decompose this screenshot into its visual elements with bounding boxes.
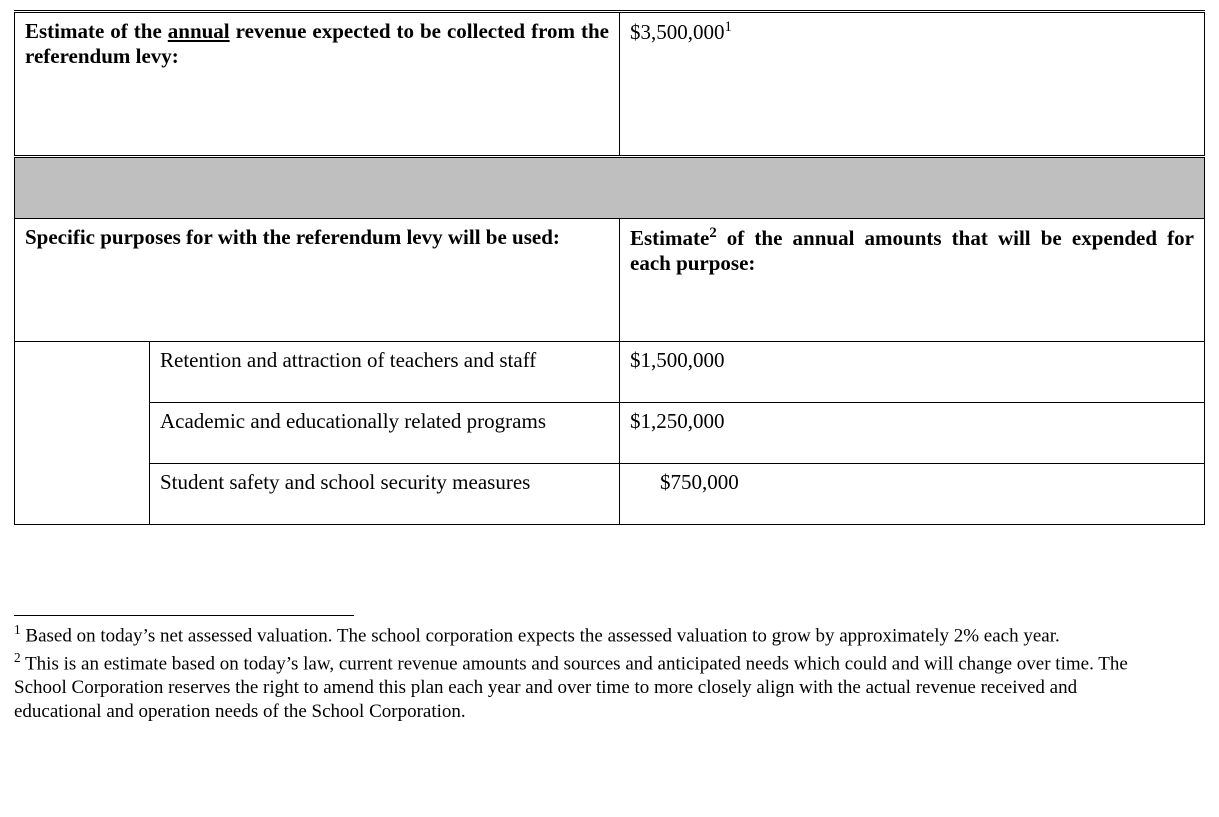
- amount-cell: $750,000: [620, 464, 1205, 525]
- purpose-cell: Student safety and school security measu…: [150, 464, 620, 525]
- purpose-cell: Academic and educationally related progr…: [150, 403, 620, 464]
- footnote-rule: [14, 615, 354, 616]
- annual-revenue-label-underlined: annual: [168, 19, 230, 43]
- footnote-2-mark: 2: [14, 650, 21, 665]
- spacer-cell: [15, 157, 1205, 219]
- footnotes-block: 1 Based on today’s net assessed valuatio…: [14, 615, 1144, 724]
- table-row: Specific purposes for with the referendu…: [15, 219, 1205, 342]
- footnote-mark-2: 2: [709, 225, 716, 241]
- annual-revenue-value: $3,500,000: [630, 20, 725, 44]
- levy-table: Estimate of the annual revenue expected …: [14, 10, 1205, 525]
- table-row: Retention and attraction of teachers and…: [15, 342, 1205, 403]
- footnote-1-mark: 1: [14, 622, 21, 637]
- amount-cell: $1,250,000: [620, 403, 1205, 464]
- purpose-text: Student safety and school security measu…: [160, 470, 530, 494]
- table-row: Student safety and school security measu…: [15, 464, 1205, 525]
- purpose-text: Retention and attraction of teachers and…: [160, 348, 536, 372]
- footnote-2-text: This is an estimate based on today’s law…: [14, 653, 1128, 722]
- amount-text: $750,000: [630, 470, 739, 495]
- footnote-1: 1 Based on today’s net assessed valuatio…: [14, 622, 1144, 648]
- footnote-mark-1: 1: [725, 19, 732, 35]
- amount-text: $1,500,000: [630, 348, 725, 372]
- amounts-header-cell: Estimate2 of the annual amounts that wil…: [620, 219, 1205, 342]
- amounts-header-pre: Estimate: [630, 226, 709, 250]
- spacer-row: [15, 157, 1205, 219]
- footnote-1-text: Based on today’s net assessed valuation.…: [21, 625, 1060, 646]
- purposes-header-cell: Specific purposes for with the referendu…: [15, 219, 620, 342]
- purpose-indent-cell: [15, 342, 150, 525]
- amount-text: $1,250,000: [630, 409, 725, 433]
- purpose-cell: Retention and attraction of teachers and…: [150, 342, 620, 403]
- annual-revenue-value-cell: $3,500,0001: [620, 12, 1205, 157]
- purpose-text: Academic and educationally related progr…: [160, 409, 546, 433]
- footnote-2: 2 This is an estimate based on today’s l…: [14, 650, 1144, 724]
- purposes-header-text: Specific purposes for with the referendu…: [25, 225, 560, 249]
- table-row: Academic and educationally related progr…: [15, 403, 1205, 464]
- annual-revenue-label-cell: Estimate of the annual revenue expected …: [15, 12, 620, 157]
- annual-revenue-label-pre: Estimate of the: [25, 19, 168, 43]
- table-row: Estimate of the annual revenue expected …: [15, 12, 1205, 157]
- amount-cell: $1,500,000: [620, 342, 1205, 403]
